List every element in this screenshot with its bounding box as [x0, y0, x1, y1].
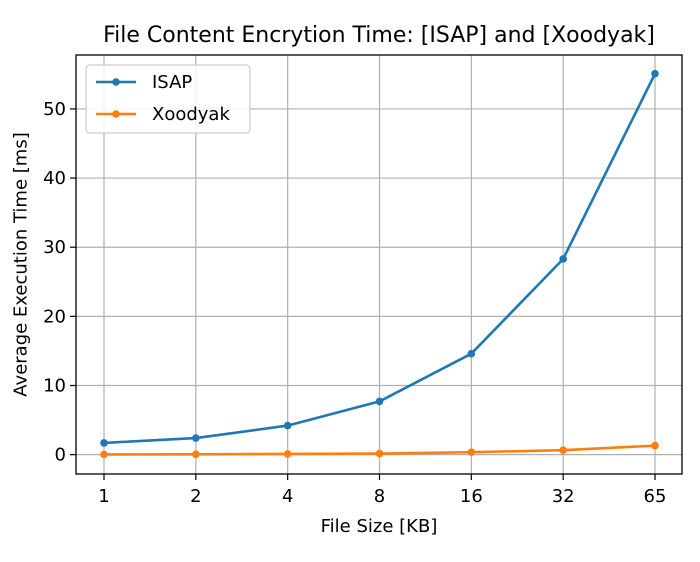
- isap-data-point: [651, 69, 659, 78]
- isap-data-point: [283, 421, 292, 430]
- y-tick-label: 10: [43, 375, 66, 396]
- x-tick-label: 1: [98, 486, 109, 507]
- xoodyak-data-point: [559, 446, 567, 454]
- x-tick-label: 16: [460, 486, 483, 507]
- xoodyak-data-point: [283, 450, 292, 458]
- y-tick-label: 0: [55, 445, 66, 466]
- x-tick-label: 32: [552, 486, 575, 507]
- xoodyak-data-point: [192, 450, 200, 459]
- xoodyak-data-point: [651, 441, 659, 450]
- x-axis-title: File Size [KB]: [321, 516, 438, 537]
- legend-xoodyak-marker: [112, 110, 120, 118]
- legend-xoodyak-label: Xoodyak: [152, 104, 230, 125]
- legend-isap-marker: [112, 78, 120, 86]
- x-tick-label: 2: [190, 486, 201, 507]
- isap-data-point: [559, 255, 567, 263]
- x-tick-label: 4: [282, 486, 293, 507]
- y-axis-title: Average Execution Time [ms]: [10, 132, 31, 396]
- x-tick-label: 65: [644, 486, 667, 507]
- series-lines: [100, 69, 659, 459]
- y-tick-label: 20: [43, 306, 66, 327]
- isap-data-point: [192, 434, 200, 442]
- xoodyak-data-point: [100, 450, 108, 459]
- chart-title: File Content Encrytion Time: [ISAP] and …: [103, 23, 655, 48]
- legend: ISAP Xoodyak: [85, 64, 251, 134]
- axis-ticks: 1 2 4 8 16 32 65 0 10 20 30 40 50: [43, 99, 666, 507]
- x-tick-label: 8: [374, 486, 385, 507]
- y-tick-label: 40: [43, 168, 66, 189]
- xoodyak-data-point: [375, 449, 384, 458]
- y-tick-label: 50: [43, 99, 66, 120]
- isap-data-point: [467, 349, 476, 358]
- legend-isap-label: ISAP: [152, 72, 192, 93]
- isap-data-point: [375, 397, 384, 406]
- y-tick-label: 30: [43, 237, 66, 258]
- isap-data-point: [100, 439, 108, 447]
- xoodyak-data-point: [467, 448, 476, 457]
